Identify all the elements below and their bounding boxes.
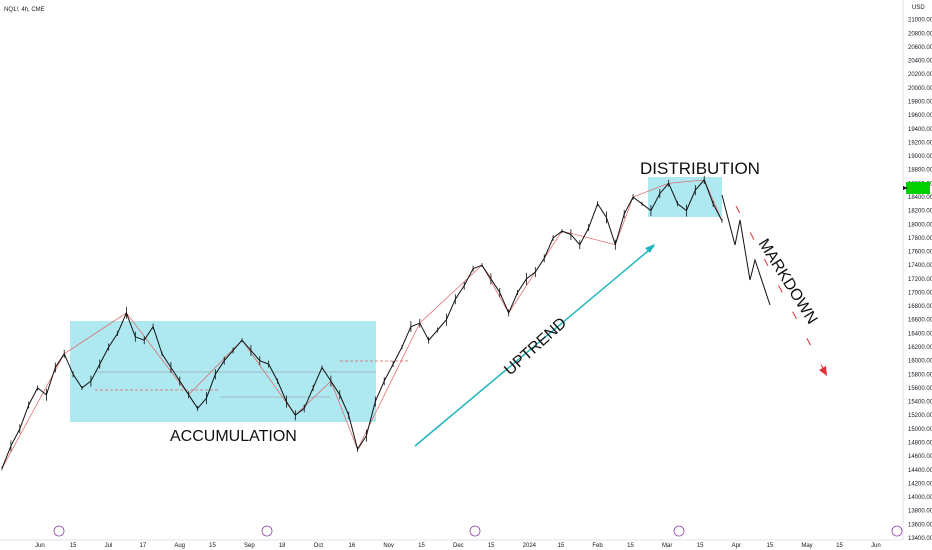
time-tick-label: 15 xyxy=(697,543,704,549)
zigzag-segment xyxy=(615,196,634,245)
zigzag-segment xyxy=(419,264,483,324)
price-tick-label: 16800.00 xyxy=(908,304,932,310)
price-axis-ticks: 13400.00 13600.00 13800.00 14000.00 14200.00… xyxy=(908,18,932,542)
price-tick-label: 14000.00 xyxy=(908,495,932,501)
time-tick-label: Aug xyxy=(174,543,185,549)
price-tick-label: 18400.00 xyxy=(908,195,932,201)
accumulation-label: ACCUMULATION xyxy=(170,428,297,445)
time-tick-label: Sep xyxy=(244,543,255,549)
time-tick-label: 15 xyxy=(558,543,565,549)
time-tick-label: 17 xyxy=(140,543,147,549)
zigzag-segment xyxy=(561,230,616,246)
price-tick-label: 15800.00 xyxy=(908,372,932,378)
time-tick-label: 15 xyxy=(767,543,774,549)
price-tick-label: 20600.00 xyxy=(908,45,932,51)
current-price-badge[interactable] xyxy=(906,182,930,194)
price-tick-label: 20200.00 xyxy=(908,72,932,78)
price-tick-label: 20800.00 xyxy=(908,31,932,37)
zigzag-segment xyxy=(295,380,332,416)
time-tick-label: 18 xyxy=(279,543,286,549)
time-tick-label: 15 xyxy=(418,543,425,549)
time-tick-label: 15 xyxy=(488,543,495,549)
current-price-marker xyxy=(903,186,908,190)
distribution-box xyxy=(648,177,722,217)
time-tick-label: 15 xyxy=(70,543,77,549)
price-tick-label: 17400.00 xyxy=(908,263,932,269)
price-tick-label: 19200.00 xyxy=(908,140,932,146)
price-wicks xyxy=(1,175,723,471)
price-tick-label: 15400.00 xyxy=(908,400,932,406)
event-marker-icon[interactable] xyxy=(673,525,685,537)
zigzag-segment xyxy=(330,381,358,450)
price-tick-label: 19600.00 xyxy=(908,113,932,119)
event-marker-icon[interactable] xyxy=(53,525,65,537)
markdown-label: MARKDOWN xyxy=(755,236,821,327)
event-marker-icon[interactable] xyxy=(261,525,273,537)
zigzag-segment xyxy=(668,179,705,184)
price-tick-label: 15200.00 xyxy=(908,413,932,419)
price-tick-label: 20000.00 xyxy=(908,86,932,92)
uptrend-arrow xyxy=(414,244,655,447)
price-series-line xyxy=(1,178,723,469)
time-tick-label: 15 xyxy=(627,543,634,549)
price-tick-label: 18800.00 xyxy=(908,168,932,174)
time-tick-label: May xyxy=(801,543,812,549)
symbol-header: NQ1!, 4h, CME xyxy=(4,7,45,13)
time-tick-label: Oct xyxy=(314,543,324,549)
zigzag-segment xyxy=(64,312,127,355)
price-tick-label: 15600.00 xyxy=(908,386,932,392)
price-tick-label: 17200.00 xyxy=(908,277,932,283)
event-markers xyxy=(53,525,903,537)
price-tick-label: 13800.00 xyxy=(908,509,932,515)
price-tick-label: 18000.00 xyxy=(908,222,932,228)
time-tick-label: 2024 xyxy=(523,543,537,549)
price-tick-label: 16000.00 xyxy=(908,359,932,365)
event-marker-icon[interactable] xyxy=(891,525,903,537)
time-tick-label: Apr xyxy=(732,543,741,549)
price-tick-label: 14200.00 xyxy=(908,481,932,487)
price-tick-label: 19000.00 xyxy=(908,154,932,160)
uptrend-label: UPTREND xyxy=(501,315,570,379)
price-tick-label: 13600.00 xyxy=(908,522,932,528)
price-tick-label: 17800.00 xyxy=(908,236,932,242)
time-tick-label: Jun xyxy=(871,543,881,549)
time-tick-label: 15 xyxy=(209,543,216,549)
price-tick-label: 16200.00 xyxy=(908,345,932,351)
time-tick-label: Mar xyxy=(662,543,672,549)
price-tick-label: 14800.00 xyxy=(908,441,932,447)
price-tick-label: 17600.00 xyxy=(908,250,932,256)
markdown-path-line xyxy=(721,194,771,306)
zigzag-segment xyxy=(1,353,65,469)
zigzag-segment xyxy=(481,265,509,314)
time-tick-label: Dec xyxy=(453,543,464,549)
price-tick-label: 14600.00 xyxy=(908,454,932,460)
event-marker-icon[interactable] xyxy=(469,525,481,537)
time-tick-label: 15 xyxy=(836,543,843,549)
zigzag-segment xyxy=(632,183,669,198)
time-tick-label: Jun xyxy=(35,543,45,549)
time-tick-label: Nov xyxy=(383,543,394,549)
zigzag-segment xyxy=(126,312,189,395)
markdown-arrow xyxy=(735,205,827,376)
distribution-label: DISTRIBUTION xyxy=(640,159,760,178)
time-tick-label: Jul xyxy=(105,543,113,549)
price-tick-label: 20400.00 xyxy=(908,59,932,65)
currency-label: USD xyxy=(912,5,925,11)
price-tick-label: 18200.00 xyxy=(908,209,932,215)
price-tick-label: 21000.00 xyxy=(908,18,932,24)
time-tick-label: 16 xyxy=(349,543,356,549)
price-tick-label: 16400.00 xyxy=(908,331,932,337)
price-tick-label: 15000.00 xyxy=(908,427,932,433)
price-tick-label: 19400.00 xyxy=(908,127,932,133)
time-axis-ticks: Jun 15 Jul 17 Aug 15 Sep 18 Oct 16 Nov 15 Dec 15 2024 1… xyxy=(35,543,881,549)
price-tick-label: 14400.00 xyxy=(908,468,932,474)
price-tick-label: 17000.00 xyxy=(908,290,932,296)
price-tick-label: 19800.00 xyxy=(908,99,932,105)
time-tick-label: Feb xyxy=(592,543,603,549)
price-tick-label: 16600.00 xyxy=(908,318,932,324)
price-tick-label: 13400.00 xyxy=(908,536,932,542)
